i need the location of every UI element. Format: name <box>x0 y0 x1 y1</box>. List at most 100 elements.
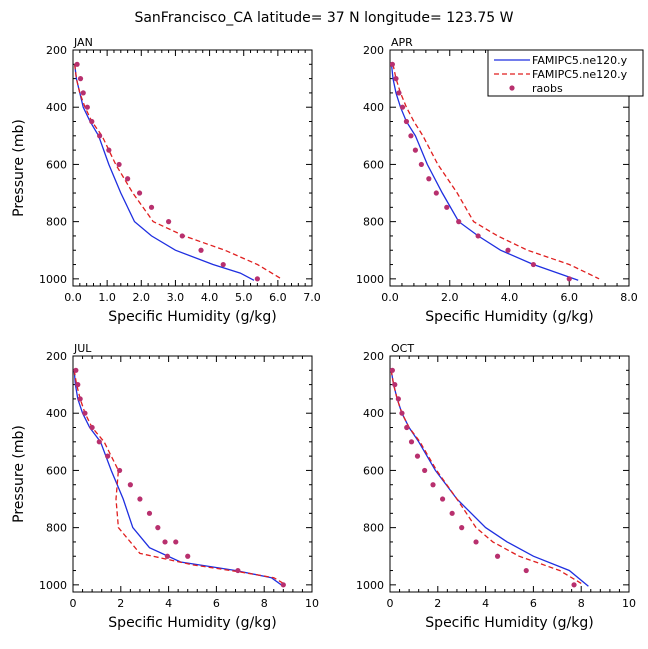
raobs-point <box>96 439 102 445</box>
raobs-point <box>125 176 131 182</box>
x-tick-label: 8 <box>578 597 585 610</box>
raobs-point <box>220 261 226 268</box>
y-tick-label: 200 <box>46 350 67 363</box>
x-tick-label: 0 <box>70 597 77 610</box>
raobs-point <box>146 510 153 516</box>
raobs-point <box>116 161 122 168</box>
raobs-point <box>399 104 406 110</box>
raobs-point <box>198 247 204 253</box>
y-tick-label: 1000 <box>356 579 384 592</box>
panel-jan: JAN 200 400 600 800 1000 0.0 1.0 2.0 3.0 4.0 5.0 6.0… <box>11 36 321 325</box>
raobs-point <box>433 190 439 196</box>
raobs-point <box>164 553 171 559</box>
panel-label: JUL <box>73 342 92 355</box>
raobs-point <box>530 261 537 268</box>
raobs-point <box>162 539 168 545</box>
raobs-point <box>459 525 465 531</box>
x-tick-label: 1.0 <box>98 291 116 304</box>
raobs-point <box>473 539 479 545</box>
plot-frame <box>72 355 313 593</box>
model-line-dashed <box>73 370 287 586</box>
x-tick-label: 5.0 <box>235 291 253 304</box>
data-layer <box>390 61 600 282</box>
data-layer <box>73 367 287 588</box>
raobs-point <box>82 410 88 416</box>
raobs-point <box>426 176 432 182</box>
raobs-point <box>449 510 455 516</box>
x-tick-label: 7.0 <box>303 291 321 304</box>
x-tick-label: 10 <box>622 597 636 610</box>
x-tick-label: 4 <box>165 597 172 610</box>
x-tick-label: 3.0 <box>167 291 185 304</box>
raobs-point <box>456 219 462 225</box>
y-tick-label: 600 <box>363 158 384 171</box>
x-tick-label: 2 <box>434 597 441 610</box>
y-tick-label: 600 <box>46 464 67 477</box>
raobs-point <box>75 382 81 388</box>
y-tick-label: 400 <box>46 101 67 114</box>
x-tick-label: 4.0 <box>201 291 219 304</box>
raobs-point <box>523 567 529 574</box>
x-tick-label: 8.0 <box>620 291 638 304</box>
y-tick-label: 200 <box>363 44 384 57</box>
panel-label: JAN <box>73 36 93 49</box>
panel-label: OCT <box>391 342 414 355</box>
model-line-dashed <box>390 370 582 584</box>
x-tick-label: 6.0 <box>561 291 579 304</box>
raobs-point <box>136 190 143 196</box>
x-tick-label: 6 <box>213 597 220 610</box>
y-tick-label: 600 <box>363 464 384 477</box>
raobs-point <box>97 133 103 139</box>
raobs-point <box>393 76 399 82</box>
panel-label: APR <box>391 36 413 49</box>
x-tick-label: 8 <box>261 597 268 610</box>
legend-label: FAMIPC5.ne120.y <box>532 68 628 81</box>
model-line-solid <box>73 370 284 587</box>
raobs-point <box>396 90 402 96</box>
y-axis-label: Pressure (mb) <box>11 119 27 217</box>
raobs-point <box>235 567 241 574</box>
raobs-point <box>117 467 123 474</box>
raobs-point <box>390 367 395 373</box>
raobs-point <box>475 233 481 239</box>
x-tick-label: 2 <box>117 597 124 610</box>
raobs-point <box>74 61 80 67</box>
raobs-point <box>399 410 405 416</box>
raobs-point <box>127 482 133 488</box>
raobs-point <box>73 367 79 373</box>
raobs-point <box>418 161 424 168</box>
raobs-point <box>89 424 95 431</box>
y-tick-label: 1000 <box>39 273 67 286</box>
raobs-point <box>395 396 401 402</box>
data-layer <box>390 367 589 588</box>
raobs-point <box>505 247 511 253</box>
raobs-point <box>185 553 191 559</box>
x-axis-label: Specific Humidity (g/kg) <box>425 309 593 325</box>
raobs-point <box>392 382 398 388</box>
raobs-point <box>408 133 414 139</box>
raobs-point <box>390 61 395 67</box>
x-tick-label: 10 <box>305 597 319 610</box>
legend-marker <box>509 85 515 91</box>
y-tick-label: 400 <box>363 101 384 114</box>
x-tick-label: 6.0 <box>269 291 287 304</box>
x-tick-label: 0 <box>387 597 394 610</box>
raobs-point <box>254 276 260 282</box>
y-tick-label: 800 <box>363 522 384 535</box>
raobs-point <box>404 424 410 431</box>
raobs-point <box>173 539 179 545</box>
raobs-point <box>408 439 415 445</box>
x-axis-label: Specific Humidity (g/kg) <box>108 615 276 631</box>
raobs-point <box>77 76 84 82</box>
raobs-point <box>439 496 446 502</box>
y-tick-label: 800 <box>46 522 67 535</box>
x-tick-label: 6 <box>530 597 537 610</box>
x-tick-label: 2.0 <box>133 291 151 304</box>
raobs-point <box>403 118 410 125</box>
x-tick-label: 0.0 <box>64 291 82 304</box>
legend-label: FAMIPC5.ne120.y <box>532 54 628 67</box>
